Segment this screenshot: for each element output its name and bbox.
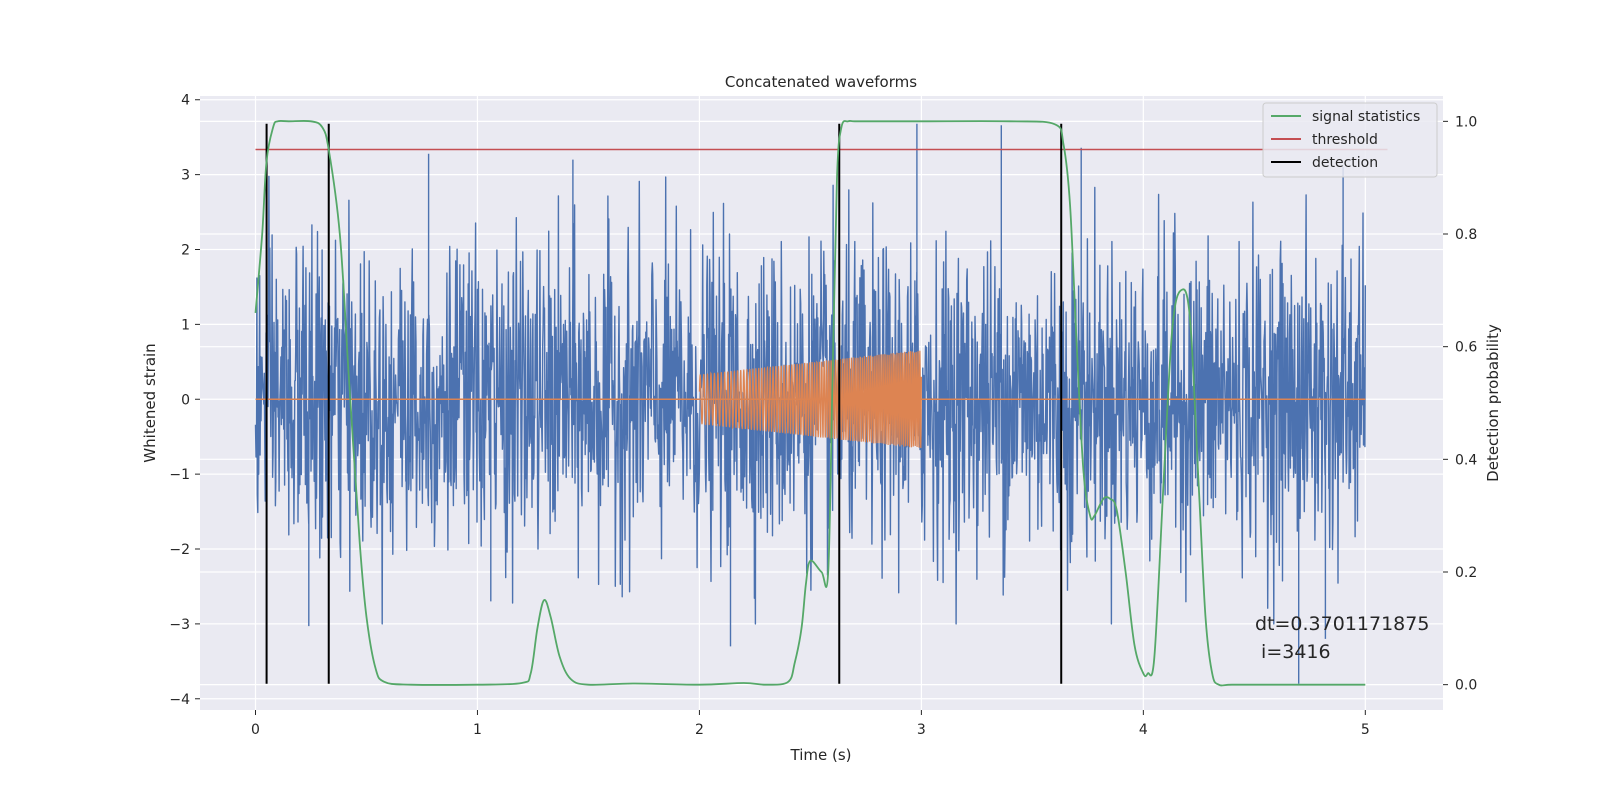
legend-label-statistics: signal statistics <box>1312 109 1420 125</box>
y2-tick-label: 0.8 <box>1455 227 1477 243</box>
detection-lines <box>265 123 1063 684</box>
legend: signal statistics threshold detection <box>1262 102 1438 178</box>
y-tick-label: −4 <box>169 692 190 708</box>
waveform-series <box>698 350 922 449</box>
y-tick-label: 3 <box>181 168 190 184</box>
y2-tick-label: 0.4 <box>1455 452 1477 468</box>
y2-tick-label: 0.0 <box>1455 678 1477 694</box>
x-tick-label: 3 <box>917 722 926 738</box>
y-tick-label: −2 <box>169 542 190 558</box>
y2-tick-label: 0.2 <box>1455 565 1477 581</box>
y2-axis-label: Detection probability <box>1484 324 1502 482</box>
y2-tick-label: 0.6 <box>1455 340 1477 356</box>
y2-tick-label: 1.0 <box>1455 114 1477 130</box>
y-axis-label: Whitened strain <box>141 343 159 462</box>
legend-label-detection: detection <box>1312 155 1378 171</box>
tick-labels: 0 1 2 3 4 5 −4 −3 −2 −1 0 1 2 3 4 0.0 0.2 0.4 0.6 0.8 1.0 <box>169 93 1477 738</box>
annotation-dt: dt=0.3701171875 <box>1255 613 1429 635</box>
noise-series <box>254 123 1366 684</box>
x-tick-label: 0 <box>251 722 260 738</box>
x-tick-label: 4 <box>1139 722 1148 738</box>
legend-label-threshold: threshold <box>1312 132 1378 148</box>
x-axis-label: Time (s) <box>790 746 852 764</box>
annotation-i: i=3416 <box>1255 641 1331 663</box>
annotation: dt=0.3701171875 i=3416 <box>1255 613 1429 663</box>
y-tick-label: −3 <box>169 617 190 633</box>
x-tick-label: 5 <box>1361 722 1370 738</box>
y-tick-label: 0 <box>181 392 190 408</box>
y-tick-label: 4 <box>181 93 190 109</box>
signal-statistics-series <box>254 120 1366 687</box>
y-tick-label: 1 <box>181 317 190 333</box>
x-tick-label: 1 <box>473 722 482 738</box>
x-tick-label: 2 <box>695 722 704 738</box>
y-tick-label: 2 <box>181 243 190 259</box>
legend-box <box>1262 102 1438 178</box>
y-tick-label: −1 <box>169 467 190 483</box>
data-layer <box>254 120 1388 687</box>
chart-title: Concatenated waveforms <box>725 73 917 91</box>
